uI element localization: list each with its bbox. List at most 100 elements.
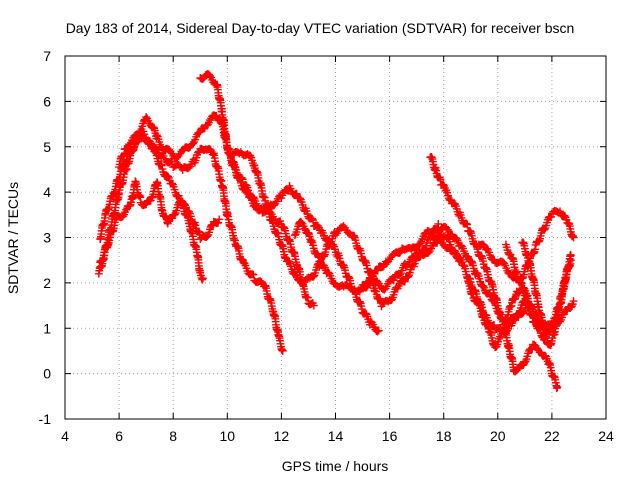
y-tick-label: 7 xyxy=(43,48,51,64)
chart-title: Day 183 of 2014, Sidereal Day-to-day VTE… xyxy=(66,20,575,36)
data-point xyxy=(410,262,418,271)
data-point xyxy=(203,232,212,241)
y-tick-label: -1 xyxy=(39,411,52,427)
data-point xyxy=(215,215,224,224)
data-points xyxy=(94,70,578,393)
x-tick-label: 22 xyxy=(544,428,560,444)
data-point xyxy=(309,301,318,310)
data-point xyxy=(547,213,555,221)
data-point xyxy=(278,347,287,355)
data-point xyxy=(331,245,339,254)
data-point xyxy=(462,219,471,228)
data-point xyxy=(308,214,317,223)
y-tick-label: 3 xyxy=(43,230,51,246)
data-point xyxy=(542,221,551,230)
data-point xyxy=(158,165,167,173)
data-point xyxy=(528,311,537,320)
series-arc-3 xyxy=(96,177,207,284)
data-point xyxy=(244,186,253,195)
x-tick-label: 16 xyxy=(382,428,398,444)
data-point xyxy=(568,300,577,309)
data-point xyxy=(154,135,163,144)
data-point xyxy=(443,188,452,197)
data-point xyxy=(389,290,398,299)
data-point xyxy=(569,297,578,305)
data-point xyxy=(373,266,382,275)
data-point xyxy=(191,156,200,165)
data-point xyxy=(410,259,419,268)
data-point xyxy=(249,270,258,279)
series-arc-14 xyxy=(518,238,575,349)
x-tick-label: 18 xyxy=(436,428,452,444)
data-point xyxy=(502,243,511,252)
data-point xyxy=(514,313,523,322)
data-point xyxy=(528,345,537,354)
data-point xyxy=(248,156,256,165)
y-tick-label: 5 xyxy=(43,139,51,155)
data-point xyxy=(311,269,320,277)
data-point xyxy=(302,207,311,215)
data-point xyxy=(214,218,223,227)
series-arc-12 xyxy=(474,206,578,285)
data-point xyxy=(238,175,247,184)
x-tick-label: 6 xyxy=(115,428,123,444)
data-point xyxy=(400,277,409,286)
series-arc-9 xyxy=(426,153,562,393)
data-point xyxy=(309,216,317,225)
data-point xyxy=(450,246,459,255)
series-arc-5 xyxy=(196,70,318,310)
data-point xyxy=(373,327,382,336)
grid xyxy=(65,56,606,419)
data-point xyxy=(312,266,320,274)
data-point xyxy=(169,182,178,191)
data-point xyxy=(523,352,532,361)
data-point xyxy=(174,191,183,200)
data-point xyxy=(566,251,575,260)
data-point xyxy=(456,211,465,219)
data-point xyxy=(563,307,572,316)
data-point xyxy=(238,174,246,182)
data-point xyxy=(232,166,241,174)
data-point xyxy=(205,228,214,237)
x-tick-label: 14 xyxy=(328,428,344,444)
x-tick-label: 20 xyxy=(490,428,506,444)
data-point xyxy=(517,279,526,288)
data-point xyxy=(142,133,151,142)
data-point xyxy=(434,219,443,228)
data-point xyxy=(172,206,181,215)
x-tick-label: 10 xyxy=(220,428,236,444)
y-axis-title: SDTVAR / TECUs xyxy=(5,182,21,294)
y-tick-label: 0 xyxy=(43,366,51,382)
x-tick-label: 8 xyxy=(169,428,177,444)
data-point xyxy=(298,201,307,209)
x-tick-label: 4 xyxy=(61,428,69,444)
x-tick-label: 12 xyxy=(274,428,290,444)
data-point xyxy=(490,321,498,329)
data-point xyxy=(463,220,472,229)
x-axis-title: GPS time / hours xyxy=(282,458,389,474)
x-axis-tick-labels: 4 6 8 10 12 14 16 18 20 22 24 xyxy=(61,428,614,444)
data-point xyxy=(374,326,383,335)
x-tick-label: 24 xyxy=(598,428,614,444)
data-point xyxy=(170,185,179,194)
data-point xyxy=(138,122,147,131)
data-point xyxy=(452,204,461,213)
data-point xyxy=(168,157,176,166)
data-point xyxy=(494,337,503,346)
y-tick-label: 1 xyxy=(43,320,51,336)
data-point xyxy=(120,151,128,159)
y-tick-label: 6 xyxy=(43,93,51,109)
data-point xyxy=(328,234,337,243)
data-point xyxy=(423,239,431,247)
axis-ticks xyxy=(64,55,607,420)
data-point xyxy=(553,383,562,392)
data-point xyxy=(286,262,295,271)
data-point xyxy=(397,266,406,275)
y-tick-label: 2 xyxy=(43,275,51,291)
y-axis-tick-labels: -1 0 1 2 3 4 5 6 7 xyxy=(39,48,52,427)
data-point xyxy=(417,250,426,259)
data-point xyxy=(297,198,306,206)
data-point xyxy=(405,268,414,277)
data-point xyxy=(432,225,441,233)
